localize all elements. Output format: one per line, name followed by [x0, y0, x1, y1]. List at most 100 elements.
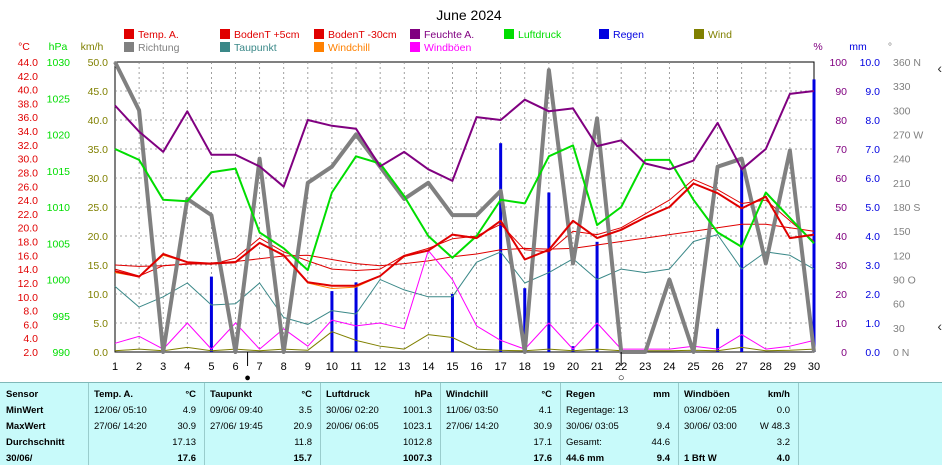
tick-label-pressure: 1030 [47, 57, 71, 69]
statistics-table: Sensor MinWert MaxWert Durchschnitt 30/06/Te… [0, 382, 942, 465]
x-tick-label: 27 [736, 361, 748, 373]
rain-bar [209, 276, 213, 352]
tick-label-temp: 44.0 [18, 57, 39, 69]
table-column-unit: °C [185, 389, 196, 400]
tick-label-pressure: 1005 [47, 238, 71, 250]
scroll-right-button-lower[interactable]: ‹ [937, 318, 942, 334]
moon-marker: ● [244, 372, 251, 382]
table-column: Regen mm Regentage: 13 30/06/ 03:05 9.4 Gesam… [560, 383, 679, 465]
table-cell-time: Regentage: 13 [566, 405, 629, 416]
tick-label-humidity: 100 [829, 57, 847, 69]
x-tick-label: 19 [543, 361, 555, 373]
legend-swatch [504, 29, 514, 39]
legend-swatch [314, 42, 324, 52]
tick-label-pressure: 1020 [47, 130, 71, 142]
axis-unit-pressure: hPa [49, 41, 68, 53]
legend-label: Temp. A. [138, 29, 179, 41]
tick-label-direction: 330 [893, 81, 911, 93]
table-cell-time: 30/06/ 02:20 [326, 405, 379, 416]
tick-label-direction: 0 N [893, 347, 909, 359]
table-cell-time: 27/06/ 14:20 [446, 421, 499, 432]
series-layer [113, 61, 816, 354]
tick-label-humidity: 50 [835, 202, 847, 214]
table-row-label: Sensor [6, 389, 39, 400]
series-line-taupunkt [114, 234, 815, 325]
axis-unit-direction: ° [888, 41, 892, 53]
plot-frame [114, 61, 815, 353]
legend-label: BodenT -30cm [328, 29, 397, 41]
tick-label-humidity: 70 [835, 144, 847, 156]
x-tick-label: 26 [711, 361, 723, 373]
x-tick-label: 25 [687, 361, 699, 373]
tick-label-temp: 10.0 [18, 292, 39, 304]
series-line-richtung [113, 61, 816, 354]
x-tick-label: 30 [808, 361, 820, 373]
tick-label-direction: 360 N [893, 57, 921, 69]
tick-label-pressure: 995 [52, 311, 70, 323]
legend-swatch [124, 42, 134, 52]
tick-label-wind: 5.0 [93, 318, 108, 330]
tick-label-rain: 8.0 [865, 115, 880, 127]
tick-label-humidity: 40 [835, 231, 847, 243]
table-column-header: Temp. A. [94, 389, 134, 400]
tick-label-rain: 2.0 [865, 289, 880, 301]
x-tick-label: 6 [232, 361, 238, 373]
legend-swatch [410, 42, 420, 52]
x-tick-label: 28 [760, 361, 772, 373]
legend-label: Luftdruck [518, 29, 562, 41]
tick-label-direction: 90 O [893, 275, 916, 287]
table-cell-time: 44.6 mm [566, 453, 605, 464]
chart-title: June 2024 [436, 7, 502, 23]
tick-label-wind: 30.0 [88, 173, 109, 185]
tick-label-temp: 12.0 [18, 278, 39, 290]
legend-label: Wind [708, 29, 732, 41]
axis-unit-wind: km/h [81, 41, 104, 53]
tick-label-pressure: 1010 [47, 202, 71, 214]
tick-label-wind: 10.0 [88, 289, 109, 301]
tick-label-temp: 18.0 [18, 237, 39, 249]
x-axis: 1 2 3 4 5 6 7 8 9 10 11 12 13 14 15 16 17 18 19 20 21 22 23 24 2… [112, 352, 820, 382]
axis-unit-temp: °C [18, 41, 30, 53]
table-row-label: 30/06/ [6, 453, 33, 464]
table-cell-value: 30.9 [177, 421, 197, 432]
table-column-unit: hPa [414, 389, 432, 400]
table-column: Windböen km/h 03/06/ 02:05 0.0 30/06/ 03:00 W… [678, 383, 799, 465]
tick-label-rain: 0.0 [865, 347, 880, 359]
x-tick-label: 2 [136, 361, 142, 373]
tick-label-direction: 150 [893, 226, 911, 238]
x-tick-label: 29 [784, 361, 796, 373]
table-cell-value: 9.4 [656, 453, 670, 464]
tick-label-temp: 16.0 [18, 250, 39, 262]
x-tick-label: 17 [495, 361, 507, 373]
x-tick-label: 18 [519, 361, 531, 373]
table-cell-time: 30/06/ 03:05 [566, 421, 619, 432]
legend-swatch [314, 29, 324, 39]
tick-label-temp: 2.0 [23, 347, 38, 359]
rain-bar [812, 79, 816, 353]
legend-swatch [410, 29, 420, 39]
grid [114, 61, 815, 353]
x-tick-label: 12 [374, 361, 386, 373]
rain-bar [330, 291, 334, 352]
rain-bar [499, 143, 503, 352]
table-label-column: Sensor MinWert MaxWert Durchschnitt 30/06/ [0, 383, 89, 465]
rain-bar [523, 288, 527, 352]
table-cell-value: 4.0 [776, 453, 790, 464]
table-cell-value: 17.13 [172, 437, 196, 448]
table-column-header: Luftdruck [326, 389, 370, 400]
scroll-right-button[interactable]: ‹ [937, 60, 942, 76]
tick-label-temp: 34.0 [18, 126, 39, 138]
table-cell-value: 15.7 [293, 453, 313, 464]
table-cell-value: 17.6 [533, 453, 553, 464]
legend-label: Windböen [424, 42, 471, 54]
table-column-unit: °C [301, 389, 312, 400]
table-column-unit: °C [541, 389, 552, 400]
tick-label-humidity: 80 [835, 115, 847, 127]
table-column-header: Regen [566, 389, 596, 400]
legend-label: Regen [613, 29, 644, 41]
tick-label-rain: 5.0 [865, 202, 880, 214]
series-line-bodent-5cm [114, 178, 815, 277]
axis-unit-humidity: % [813, 41, 822, 53]
table-column: Windchill °C 11/06/ 03:50 4.1 27/06/ 14:20 30… [440, 383, 561, 465]
table-column: Luftdruck hPa 30/06/ 02:20 1001.3 20/06/ 06:… [320, 383, 441, 465]
